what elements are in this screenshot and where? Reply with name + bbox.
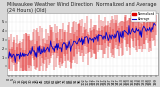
Text: Milwaukee Weather Wind Direction  Normalized and Average  (24 Hours) (Old): Milwaukee Weather Wind Direction Normali…: [7, 2, 158, 13]
Legend: Normalized, Average: Normalized, Average: [131, 11, 156, 22]
